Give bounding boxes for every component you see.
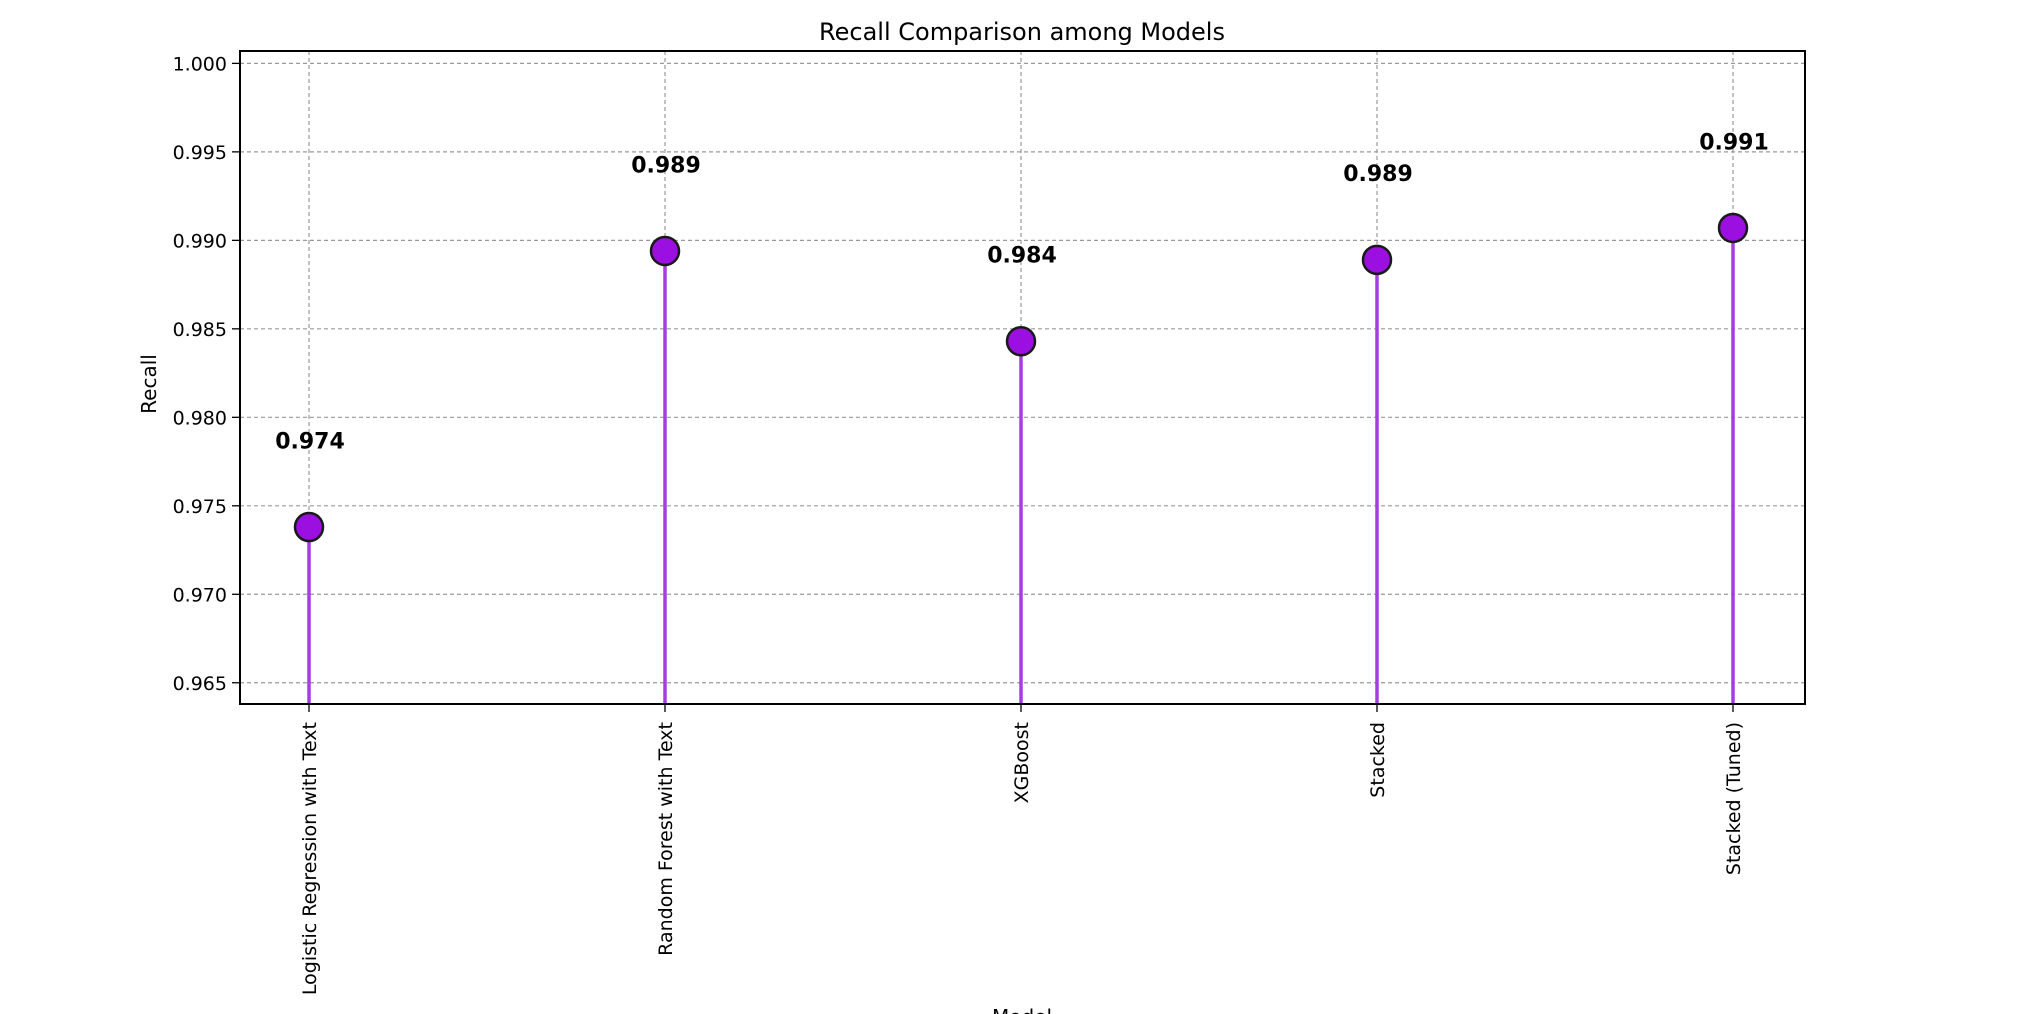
y-tick-label: 0.985	[173, 319, 227, 341]
y-tick-label: 0.970	[173, 584, 227, 606]
y-axis-ticks: 0.965 0.970 0.975 0.980 0.985 0.990 0.995 1.000	[173, 53, 240, 695]
x-axis-ticks: Logistic Regression with Text Random Fore…	[299, 704, 1745, 995]
lollipop-markers	[293, 212, 1749, 543]
value-label: 0.989	[1343, 162, 1413, 187]
x-axis-label: Model	[992, 1005, 1052, 1014]
lollipop-marker	[1005, 325, 1037, 357]
x-tick-label: XGBoost	[1011, 722, 1033, 803]
lollipop-stems	[307, 227, 1735, 704]
value-labels: 0.974 0.989 0.984 0.989 0.991	[275, 130, 1769, 454]
y-tick-label: 0.980	[173, 407, 227, 429]
lollipop-marker	[1361, 244, 1393, 276]
lollipop-marker	[1717, 212, 1749, 244]
value-label: 0.974	[275, 429, 345, 454]
lollipop-marker	[649, 235, 681, 267]
x-tick-label: Logistic Regression with Text	[299, 722, 321, 995]
y-tick-label: 0.965	[173, 673, 227, 695]
grid-lines	[240, 51, 1805, 704]
y-axis-label: Recall	[137, 354, 161, 414]
value-label: 0.984	[987, 244, 1057, 269]
y-tick-label: 1.000	[173, 53, 227, 75]
y-tick-label: 0.975	[173, 496, 227, 518]
y-tick-label: 0.995	[173, 142, 227, 164]
x-tick-label: Random Forest with Text	[655, 722, 677, 956]
chart-title: Recall Comparison among Models	[819, 18, 1225, 46]
lollipop-marker	[293, 511, 325, 543]
y-tick-label: 0.990	[173, 230, 227, 252]
plot-frame	[239, 50, 1806, 705]
value-label: 0.991	[1699, 130, 1769, 155]
x-tick-label: Stacked (Tuned)	[1723, 722, 1745, 875]
value-label: 0.989	[631, 153, 701, 178]
x-tick-label: Stacked	[1367, 722, 1389, 798]
